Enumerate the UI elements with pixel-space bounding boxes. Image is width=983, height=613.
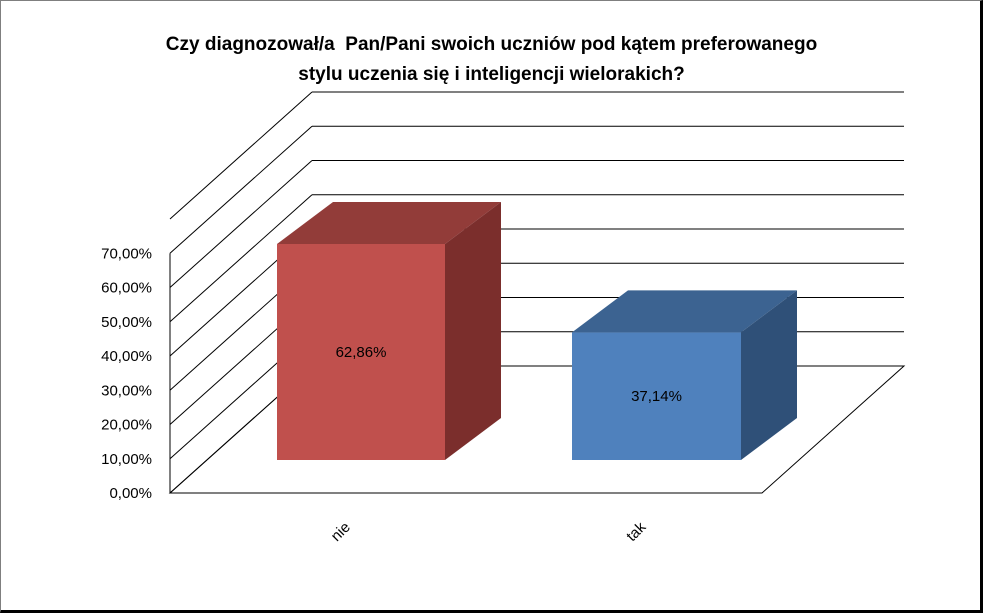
bar-top-face bbox=[277, 202, 501, 244]
y-tick-label: 20,00% bbox=[101, 417, 152, 434]
chart-bars bbox=[277, 202, 797, 460]
chart-title: Czy diagnozował/a Pan/Pani swoich ucznió… bbox=[60, 30, 923, 90]
chart-floor bbox=[168, 365, 906, 494]
bar-top-face bbox=[572, 290, 797, 333]
x-tick-label: nie bbox=[328, 519, 354, 545]
chart-title-line2: stylu uczenia się i inteligencji wielora… bbox=[298, 64, 685, 85]
y-tick-label: 70,00% bbox=[101, 245, 152, 262]
y-tick-label: 0,00% bbox=[109, 485, 152, 502]
y-tick-label: 40,00% bbox=[101, 348, 152, 365]
bar bbox=[277, 202, 501, 460]
bar-front-face bbox=[277, 244, 445, 460]
side-wall-gridline bbox=[169, 91, 313, 220]
side-wall-gridline bbox=[169, 125, 313, 254]
bar-front-face bbox=[572, 332, 741, 460]
data-label: 62,86% bbox=[336, 344, 387, 361]
x-tick-label: tak bbox=[623, 518, 650, 545]
y-tick-label: 30,00% bbox=[101, 382, 152, 399]
data-label: 37,14% bbox=[631, 388, 682, 405]
side-wall-gridline bbox=[169, 194, 313, 323]
y-tick-label: 10,00% bbox=[101, 451, 152, 468]
bar bbox=[572, 290, 797, 460]
side-wall-gridline bbox=[169, 160, 313, 288]
y-tick-label: 60,00% bbox=[101, 280, 152, 297]
bar-side-face bbox=[741, 290, 797, 460]
y-tick-label: 50,00% bbox=[101, 314, 152, 331]
chart-axes bbox=[168, 253, 906, 494]
chart-title-line1: Czy diagnozował/a Pan/Pani swoich ucznió… bbox=[165, 34, 818, 55]
bar-side-face bbox=[445, 202, 501, 460]
